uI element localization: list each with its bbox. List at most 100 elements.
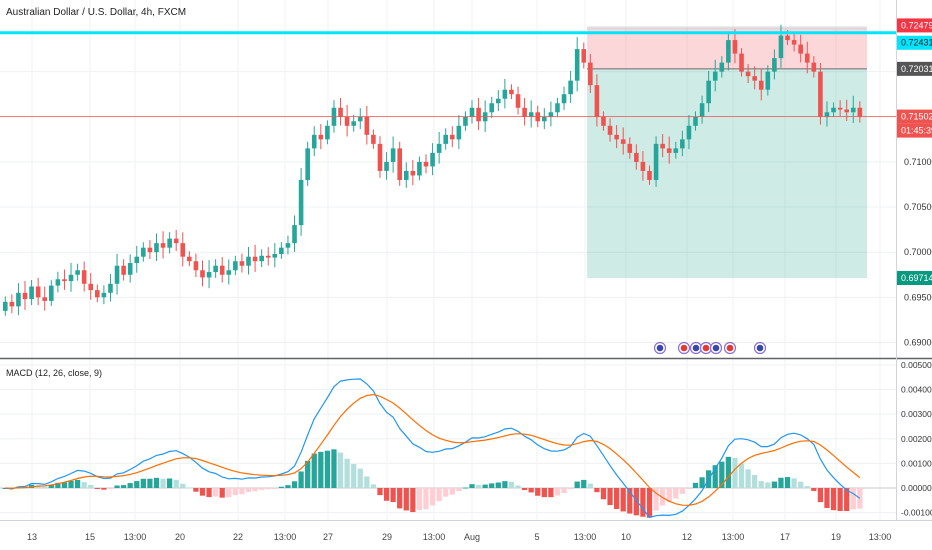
macd-histogram-bar xyxy=(462,487,469,489)
candle xyxy=(732,29,738,64)
candle xyxy=(496,90,501,112)
candle xyxy=(193,253,199,278)
candle-body xyxy=(765,71,771,90)
macd-histogram-bar xyxy=(607,488,613,506)
event-flag-icon[interactable] xyxy=(689,341,703,355)
candle-body xyxy=(581,49,587,63)
candle-body xyxy=(574,49,580,81)
take-profit-zone[interactable] xyxy=(587,68,867,279)
candle xyxy=(607,118,613,142)
macd-histogram-bar xyxy=(351,464,357,488)
candle xyxy=(325,120,330,145)
macd-histogram-bar xyxy=(436,488,442,502)
candle xyxy=(850,95,856,123)
macd-histogram-bar xyxy=(515,485,521,488)
candle-body xyxy=(180,243,186,257)
candle xyxy=(548,101,554,127)
candle-body xyxy=(114,265,120,284)
macd-tick-label: 0.00400 xyxy=(901,385,932,395)
candle-body xyxy=(173,238,179,244)
candle xyxy=(55,271,61,293)
candle-body xyxy=(55,279,61,286)
macd-histogram-bar xyxy=(771,481,778,488)
candle xyxy=(489,96,495,119)
macd-histogram-bar xyxy=(173,479,179,488)
macd-histogram-bar xyxy=(114,485,120,488)
macd-histogram-bar xyxy=(429,488,436,506)
event-flag-icon[interactable] xyxy=(699,341,713,355)
macd-histogram-bar xyxy=(120,485,127,488)
candle-body xyxy=(653,143,659,180)
macd-histogram-bar xyxy=(521,488,528,491)
candle-body xyxy=(680,139,685,149)
candle-body xyxy=(16,292,21,307)
candle xyxy=(292,215,297,252)
candle xyxy=(680,130,685,157)
candle-body xyxy=(647,170,652,180)
macd-histogram-bar xyxy=(824,488,830,508)
macd-histogram-bar xyxy=(423,488,429,509)
macd-histogram-bar xyxy=(798,481,804,488)
candle-body xyxy=(141,247,146,257)
macd-histogram-bar xyxy=(186,487,192,489)
stop-handle[interactable] xyxy=(587,26,867,30)
candle xyxy=(226,259,232,285)
event-flag-icon[interactable] xyxy=(653,341,667,355)
macd-histogram-bar xyxy=(199,488,206,496)
candle-body xyxy=(298,179,304,226)
candle xyxy=(660,134,665,158)
macd-histogram-bar xyxy=(259,488,265,490)
candle xyxy=(752,66,757,90)
macd-histogram-bar xyxy=(587,483,593,488)
macd-histogram-bar xyxy=(147,478,153,488)
entry-price-label: 0.72031 xyxy=(901,64,932,74)
candle xyxy=(127,254,133,283)
candle-body xyxy=(62,279,67,282)
candle xyxy=(160,231,166,259)
candle xyxy=(173,229,179,251)
macd-histogram-bar xyxy=(495,482,501,488)
macd-histogram-bar xyxy=(107,488,114,490)
candle xyxy=(265,247,271,266)
candle xyxy=(515,86,521,115)
macd-histogram-bar xyxy=(344,458,350,488)
macd-histogram-bar xyxy=(594,488,600,493)
candle xyxy=(81,261,87,292)
macd-tick-label: 0.00000 xyxy=(901,483,932,493)
candle xyxy=(831,102,836,118)
time-tick-label: 15 xyxy=(85,532,95,542)
economic-events[interactable] xyxy=(653,341,767,355)
macd-histogram-bar xyxy=(752,474,758,488)
candle-body xyxy=(489,103,495,113)
macd-histogram-bar xyxy=(830,488,837,511)
macd-histogram-bar xyxy=(469,484,475,488)
event-flag-icon[interactable] xyxy=(709,341,723,355)
candle xyxy=(640,151,646,181)
candle xyxy=(272,243,278,268)
macd-tick-label: 0.00200 xyxy=(901,434,932,444)
macd-tick-label: 0.00500 xyxy=(901,360,932,370)
macd-histogram-bar xyxy=(311,453,317,488)
last-price-tag xyxy=(897,109,932,124)
candle xyxy=(101,285,107,305)
event-flag-icon[interactable] xyxy=(677,341,691,355)
candle-body xyxy=(726,40,731,63)
macd-histogram-bar xyxy=(298,471,304,488)
macd-histogram-bar xyxy=(850,488,856,510)
candle-body xyxy=(344,116,350,126)
candle-body xyxy=(2,301,8,311)
candle-body xyxy=(502,89,508,99)
candle-body xyxy=(233,261,238,271)
candle xyxy=(357,108,363,130)
macd-histogram-bar xyxy=(206,488,212,498)
candle-body xyxy=(555,103,560,113)
macd-histogram-bar xyxy=(837,488,843,511)
event-flag-icon[interactable] xyxy=(753,341,767,355)
candle-body xyxy=(588,62,593,86)
event-flag-icon[interactable] xyxy=(723,341,737,355)
candle xyxy=(745,64,751,83)
